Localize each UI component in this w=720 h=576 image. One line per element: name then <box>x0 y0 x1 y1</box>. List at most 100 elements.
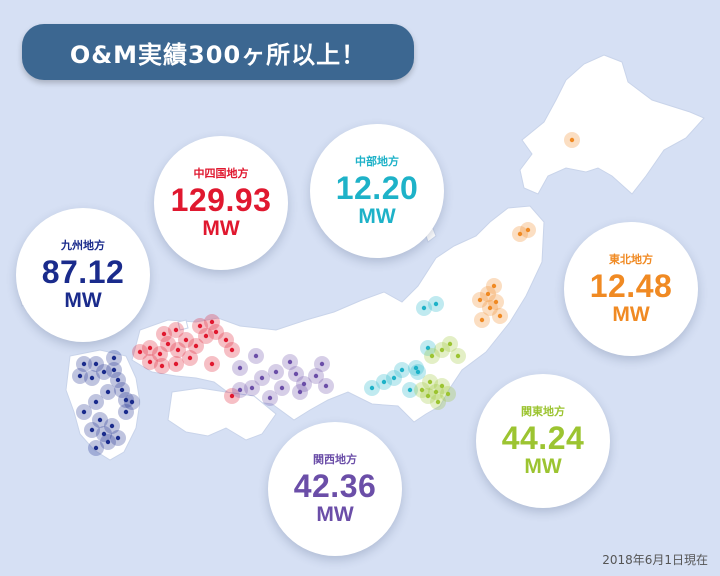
hokkaido-shape <box>519 54 705 195</box>
site-marker-dot <box>203 333 209 339</box>
site-marker-dot <box>115 377 121 383</box>
site-marker-dot <box>427 379 433 385</box>
site-marker-dot <box>435 399 441 405</box>
site-marker-dot <box>209 319 215 325</box>
site-marker-dot <box>147 359 153 365</box>
region-bubble-chubu: 中部地方 12.20 MW <box>310 124 444 258</box>
title-text: O&M実績300ヶ所以上！ <box>69 40 367 69</box>
kyushu-shape <box>65 349 141 461</box>
site-marker-dot <box>237 387 243 393</box>
site-marker-dot <box>173 361 179 367</box>
site-marker-dot <box>249 385 255 391</box>
site-marker-dot <box>439 347 445 353</box>
region-name: 中四国地方 <box>193 167 249 180</box>
site-marker-dot <box>105 439 111 445</box>
site-marker-dot <box>369 385 375 391</box>
region-unit: MW <box>202 217 240 240</box>
site-marker-dot <box>413 365 419 371</box>
site-marker-dot <box>93 445 99 451</box>
site-marker-dot <box>197 323 203 329</box>
site-marker-dot <box>381 379 387 385</box>
site-marker-dot <box>159 363 165 369</box>
site-marker-dot <box>415 369 421 375</box>
site-marker-dot <box>173 327 179 333</box>
site-marker-dot <box>425 393 431 399</box>
honshu-shape <box>131 205 545 423</box>
site-marker-dot <box>111 355 117 361</box>
site-marker-dot <box>391 375 397 381</box>
site-marker-dot <box>421 305 427 311</box>
site-marker-dot <box>293 371 299 377</box>
region-unit: MW <box>316 503 354 526</box>
site-marker-dot <box>89 427 95 433</box>
site-marker-dot <box>137 349 143 355</box>
site-marker-dot <box>77 373 83 379</box>
site-marker-dot <box>323 383 329 389</box>
region-unit: MW <box>524 455 562 478</box>
site-marker-dot <box>517 231 523 237</box>
region-value: 44.24 <box>501 420 585 456</box>
site-marker-dot <box>175 347 181 353</box>
site-marker-dot <box>433 389 439 395</box>
site-marker-dot <box>253 353 259 359</box>
site-marker-dot <box>569 137 575 143</box>
site-marker-dot <box>525 227 531 233</box>
region-value: 42.36 <box>293 468 377 504</box>
region-name: 関西地方 <box>313 453 357 466</box>
site-marker-dot <box>477 297 483 303</box>
site-marker-dot <box>313 373 319 379</box>
site-marker-dot <box>193 343 199 349</box>
site-marker-dot <box>119 387 125 393</box>
site-marker-dot <box>147 345 153 351</box>
site-marker-dot <box>97 417 103 423</box>
site-marker-dot <box>101 431 107 437</box>
site-marker-dot <box>109 423 115 429</box>
site-marker-dot <box>129 399 135 405</box>
site-marker-dot <box>81 361 87 367</box>
region-bubble-kansai: 関西地方 42.36 MW <box>268 422 402 556</box>
region-value: 87.12 <box>41 254 125 290</box>
site-marker-dot <box>407 387 413 393</box>
region-bubble-kanto: 関東地方 44.24 MW <box>476 374 610 508</box>
site-marker-dot <box>213 329 219 335</box>
date-note: 2018年6月1日現在 <box>602 553 708 567</box>
site-marker-dot <box>111 367 117 373</box>
site-marker-dot <box>497 313 503 319</box>
site-marker-dot <box>101 369 107 375</box>
site-marker-dot <box>491 283 497 289</box>
region-bubble-chushikoku: 中四国地方 129.93 MW <box>154 136 288 270</box>
site-marker-dot <box>493 299 499 305</box>
site-marker-dot <box>485 291 491 297</box>
site-marker-dot <box>267 395 273 401</box>
site-marker-dot <box>187 355 193 361</box>
site-marker-dot <box>115 435 121 441</box>
region-bubble-tohoku: 東北地方 12.48 MW <box>564 222 698 356</box>
region-value: 129.93 <box>170 182 272 218</box>
site-marker-dot <box>425 345 431 351</box>
site-marker-dot <box>297 389 303 395</box>
site-marker-dot <box>287 359 293 365</box>
region-unit: MW <box>358 205 396 228</box>
site-marker-dot <box>429 353 435 359</box>
site-marker-dot <box>123 397 129 403</box>
title-banner: O&M実績300ヶ所以上！ <box>22 24 414 80</box>
site-marker-dot <box>319 361 325 367</box>
region-bubble-kyushu: 九州地方 87.12 MW <box>16 208 150 342</box>
site-marker-dot <box>89 375 95 381</box>
site-marker-dot <box>259 375 265 381</box>
site-marker-dot <box>93 399 99 405</box>
site-marker-dot <box>81 409 87 415</box>
region-name: 中部地方 <box>355 155 399 168</box>
site-marker-dot <box>161 331 167 337</box>
site-marker-dot <box>209 361 215 367</box>
site-marker-dot <box>487 305 493 311</box>
okinoshima-shape <box>177 319 189 331</box>
site-marker-dot <box>93 361 99 367</box>
site-marker-dot <box>479 317 485 323</box>
site-marker-dot <box>229 393 235 399</box>
site-marker-dot <box>419 387 425 393</box>
site-marker-dot <box>445 391 451 397</box>
site-marker-dot <box>279 385 285 391</box>
site-marker-dot <box>433 301 439 307</box>
site-marker-dot <box>273 369 279 375</box>
